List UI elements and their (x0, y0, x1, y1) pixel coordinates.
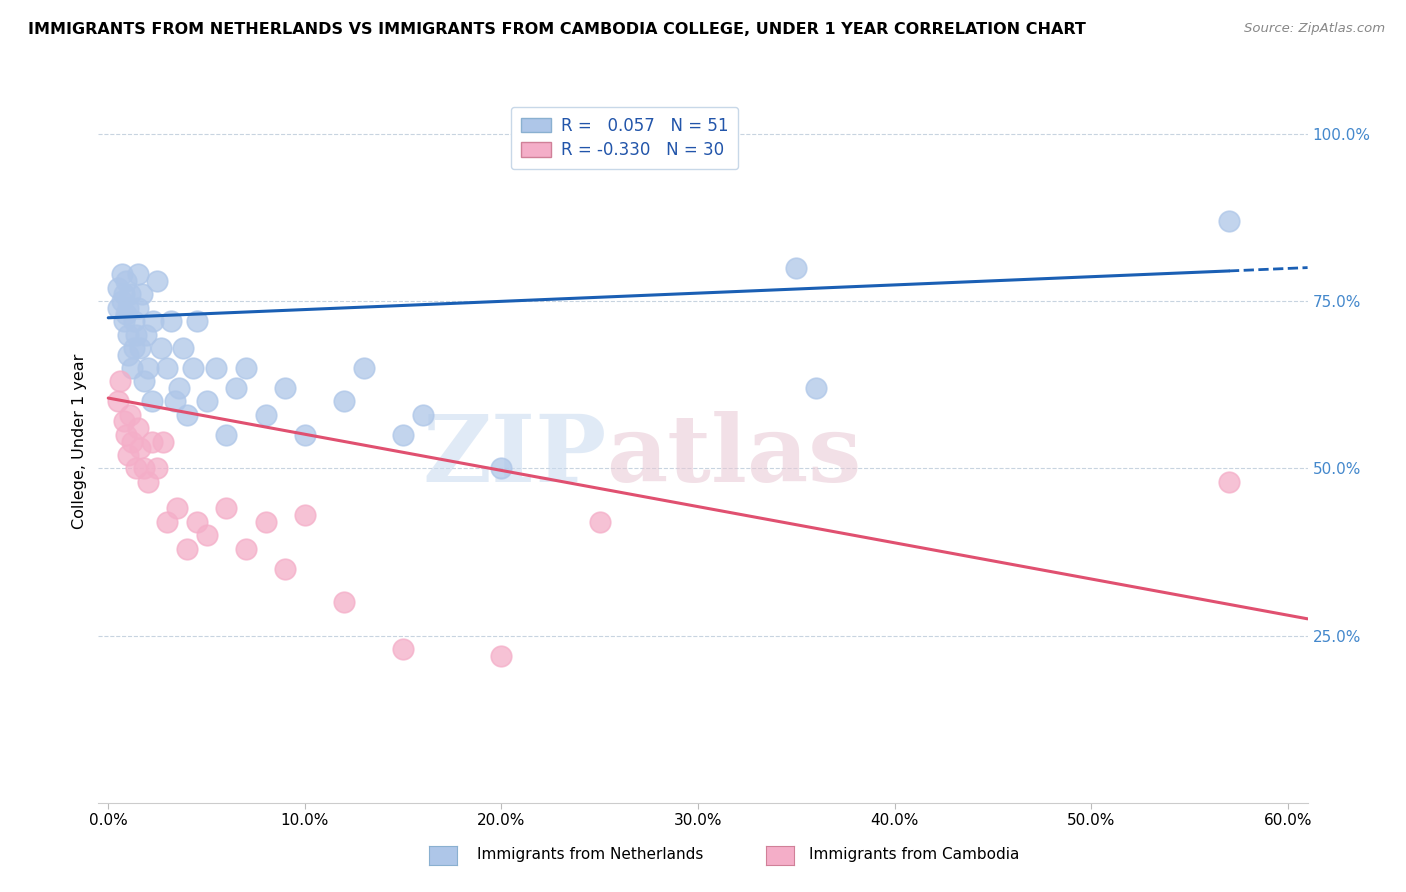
Y-axis label: College, Under 1 year: College, Under 1 year (72, 354, 87, 529)
Point (254, 408, 277, 422)
Point (111, 268, 134, 282)
Point (112, 414, 135, 429)
Point (195, 528, 218, 542)
Point (127, 301, 149, 315)
Point (111, 294, 134, 309)
Point (491, 461, 513, 475)
Point (1218, 475, 1240, 489)
Point (186, 314, 208, 328)
Text: atlas: atlas (606, 411, 862, 501)
Point (127, 268, 149, 282)
Point (392, 427, 415, 442)
Point (274, 381, 297, 395)
Point (235, 541, 257, 556)
Point (115, 274, 138, 288)
Point (235, 361, 257, 376)
Point (135, 327, 157, 342)
Point (150, 341, 173, 355)
Point (122, 341, 145, 355)
Point (117, 348, 139, 362)
Point (804, 381, 827, 395)
Point (294, 427, 316, 442)
Point (294, 508, 316, 523)
Point (107, 394, 129, 409)
Point (353, 361, 375, 376)
Point (115, 427, 138, 442)
Point (254, 515, 277, 529)
Point (215, 427, 238, 442)
Point (176, 541, 198, 556)
Point (146, 274, 169, 288)
Point (107, 281, 129, 295)
Point (333, 595, 356, 609)
Point (589, 515, 612, 529)
Point (141, 434, 163, 449)
Point (412, 408, 434, 422)
Point (167, 381, 190, 395)
Point (785, 260, 807, 275)
Point (127, 421, 149, 435)
Point (392, 642, 415, 657)
Point (225, 381, 247, 395)
Point (108, 375, 131, 389)
Point (132, 461, 155, 475)
Text: Immigrants from Netherlands: Immigrants from Netherlands (477, 847, 704, 862)
Point (118, 287, 141, 301)
Point (156, 515, 179, 529)
Point (156, 361, 179, 376)
Point (1218, 214, 1240, 228)
Point (121, 434, 143, 449)
Point (117, 327, 139, 342)
Point (152, 434, 174, 449)
Text: IMMIGRANTS FROM NETHERLANDS VS IMMIGRANTS FROM CAMBODIA COLLEGE, UNDER 1 YEAR CO: IMMIGRANTS FROM NETHERLANDS VS IMMIGRANT… (28, 22, 1085, 37)
Point (128, 442, 150, 455)
Point (195, 394, 218, 409)
Point (125, 327, 148, 342)
Point (146, 461, 169, 475)
Point (181, 361, 204, 376)
Point (125, 461, 148, 475)
Text: Immigrants from Cambodia: Immigrants from Cambodia (808, 847, 1019, 862)
Point (142, 314, 165, 328)
Text: Source: ZipAtlas.com: Source: ZipAtlas.com (1244, 22, 1385, 36)
Point (136, 361, 159, 376)
Point (112, 287, 135, 301)
Point (186, 515, 208, 529)
Point (215, 501, 238, 516)
Point (205, 361, 228, 376)
Point (132, 375, 155, 389)
Point (166, 501, 188, 516)
Point (136, 475, 159, 489)
Point (118, 408, 141, 422)
Point (274, 562, 297, 576)
Point (176, 408, 198, 422)
Point (122, 314, 145, 328)
Point (112, 314, 135, 328)
Point (160, 314, 183, 328)
Point (165, 394, 187, 409)
Point (117, 448, 139, 462)
Point (107, 301, 129, 315)
Point (121, 361, 143, 376)
Point (333, 394, 356, 409)
Point (128, 341, 150, 355)
Point (115, 307, 138, 322)
Legend: R =   0.057   N = 51, R = -0.330   N = 30: R = 0.057 N = 51, R = -0.330 N = 30 (510, 107, 738, 169)
Point (172, 341, 194, 355)
Point (491, 648, 513, 663)
Point (131, 287, 153, 301)
Text: ZIP: ZIP (422, 411, 606, 501)
Point (117, 301, 139, 315)
Point (141, 394, 163, 409)
